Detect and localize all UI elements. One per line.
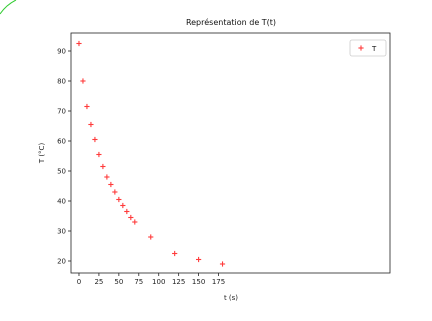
data-point [76, 40, 82, 47]
y-tick-label: 80 [57, 78, 66, 86]
x-tick-label: 0 [77, 278, 81, 286]
x-axis-label: t (s) [224, 294, 238, 302]
y-tick-label: 50 [57, 168, 66, 176]
data-point [132, 219, 138, 225]
chart-title: Représentation de T(t) [186, 17, 276, 27]
plot-frame [70, 32, 391, 274]
data-point [148, 234, 154, 240]
data-point [128, 214, 134, 221]
data-point [96, 151, 102, 158]
data-points [76, 40, 226, 267]
legend-marker [358, 45, 364, 51]
y-tick-label: 60 [57, 138, 66, 146]
legend-box [349, 39, 387, 57]
y-tick-label: 30 [57, 228, 66, 236]
data-point [88, 121, 94, 128]
y-axis-label: T (°C) [38, 143, 46, 165]
y-tick-label: 40 [57, 198, 66, 206]
x-tick-label: 25 [94, 278, 103, 286]
data-point [196, 256, 202, 263]
data-point [172, 250, 178, 257]
data-point [108, 181, 114, 188]
data-point [124, 208, 130, 215]
x-tick-label: 100 [152, 278, 165, 286]
y-axis: 20 30 40 50 60 70 80 90 [57, 48, 71, 266]
x-tick-label: 75 [134, 278, 143, 286]
data-point [116, 196, 122, 203]
x-tick-label: 50 [114, 278, 123, 286]
data-point [84, 103, 90, 110]
data-point [92, 136, 98, 143]
x-tick-label: 150 [192, 278, 205, 286]
y-tick-label: 90 [57, 48, 66, 56]
data-point [112, 189, 118, 195]
data-point [219, 261, 226, 267]
data-point [80, 78, 86, 84]
legend: T [349, 39, 387, 57]
corner-arc-decoration [0, 0, 17, 15]
legend-label: T [371, 45, 377, 53]
data-point [120, 202, 126, 209]
data-point [104, 174, 110, 180]
x-tick-label: 175 [212, 278, 225, 286]
y-tick-label: 70 [57, 108, 66, 116]
x-tick-label: 125 [172, 278, 185, 286]
y-tick-label: 20 [57, 258, 66, 266]
data-point [100, 163, 106, 170]
x-axis: 0 25 50 75 100 125 150 175 [77, 273, 225, 286]
